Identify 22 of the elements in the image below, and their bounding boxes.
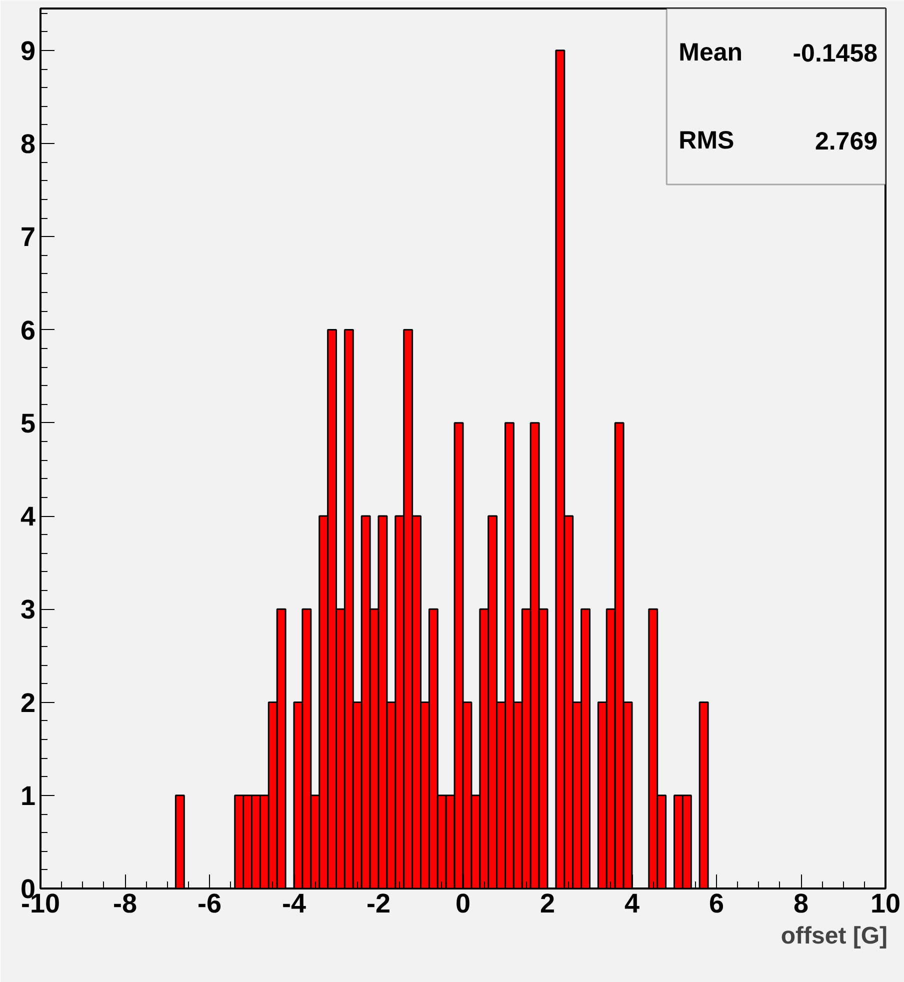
y-tick-label: 9 bbox=[20, 36, 36, 66]
text: RMS 2.769 bbox=[678, 126, 878, 156]
x-tick-label: 4 bbox=[624, 888, 640, 918]
y-tick-label: 8 bbox=[20, 129, 36, 160]
y-tick-label: 4 bbox=[20, 502, 36, 532]
x-tick-label: -8 bbox=[112, 888, 138, 918]
x-axis-title: offset [G] bbox=[780, 922, 888, 950]
x-tick-label: 0 bbox=[455, 888, 471, 918]
y-tick-label: 7 bbox=[20, 222, 36, 252]
y-tick-label: 6 bbox=[20, 315, 36, 346]
x-tick-label: -4 bbox=[282, 888, 306, 918]
x-tick-label: 8 bbox=[793, 888, 809, 918]
y-tick-label: 5 bbox=[20, 408, 36, 438]
x-tick-label: 2 bbox=[540, 888, 556, 918]
y-tick-label: 3 bbox=[20, 594, 36, 625]
x-tick-label: 10 bbox=[870, 888, 901, 918]
x-tick-label: -2 bbox=[366, 888, 391, 918]
x-tick-label: -6 bbox=[197, 888, 222, 918]
y-tick-label: 1 bbox=[20, 780, 36, 811]
y-tick-label: 2 bbox=[20, 688, 36, 718]
text: Mean -0.1458 bbox=[678, 38, 878, 68]
x-tick-label: 6 bbox=[708, 888, 724, 918]
